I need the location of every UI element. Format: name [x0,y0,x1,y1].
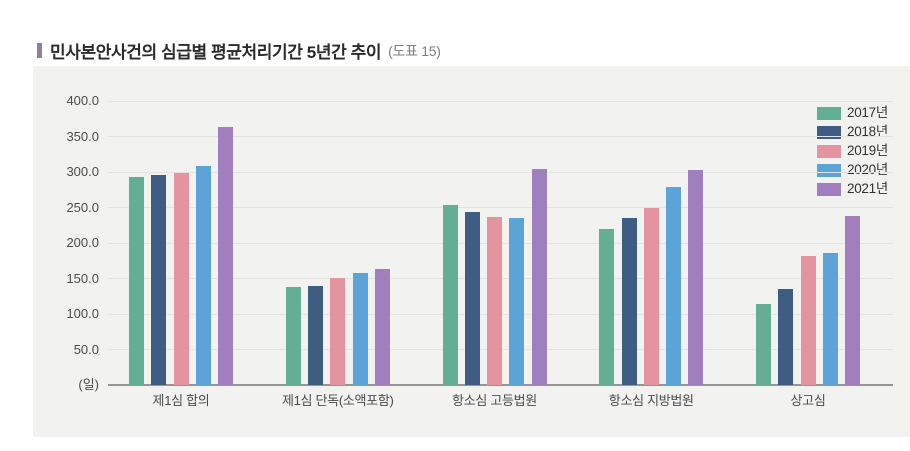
y-tick-label: 350.0 [66,128,99,144]
chart-bar [621,218,637,385]
x-axis-line [108,384,893,386]
chart-bar [599,228,615,385]
chart-bar [195,165,211,385]
x-category-label: 상고심 [790,393,826,408]
chart-bar [330,277,346,385]
gridline [108,171,893,173]
chart-bar [822,252,838,385]
x-category-label: 항소심 고등법원 [452,393,537,408]
chart-bar [374,268,390,385]
page-title: 민사본안사건의 심급별 평균처리기간 5년간 추이 [50,43,382,62]
legend-item: 2018년 [817,125,888,139]
gridline [108,207,893,208]
chart-bar [800,256,816,385]
chart-bar [756,304,771,385]
legend: 2017년 2018년 2019년 2020년 2021년 [817,106,888,201]
legend-swatch [817,163,841,177]
chart-bar [442,204,458,385]
legend-item: 2020년 [817,163,888,177]
chart-bar [285,287,301,385]
y-tick-label: 250.0 [66,199,99,215]
legend-swatch [817,144,841,158]
y-axis-unit-label: (일) [78,377,99,392]
chart-bar [218,127,233,385]
chart-bar [666,186,681,385]
figure-tag: (도표 15) [388,42,441,59]
chart-bar [509,218,525,385]
chart-bar [308,286,323,385]
legend-label: 2019년 [847,143,888,158]
x-category-label: 제1심 합의 [152,393,210,408]
chart-bar [487,217,502,385]
title-bullet-icon [37,43,42,58]
legend-swatch [817,106,841,120]
chart-bar [688,169,704,385]
y-tick-label: 200.0 [66,235,99,250]
chart-bar [352,272,368,385]
y-tick-label: 50.0 [73,341,99,357]
legend-item: 2019년 [817,144,888,158]
chart-bar [531,169,547,385]
legend-label: 2017년 [847,105,888,120]
legend-label: 2021년 [847,181,888,196]
legend-swatch [817,125,841,139]
x-category-label: 항소심 지방법원 [608,393,694,408]
y-tick-label: 300.0 [66,164,99,179]
chart-bar [845,216,860,385]
chart-bar [173,173,189,385]
legend-item: 2021년 [817,182,888,196]
chart-bar [778,289,794,385]
y-tick-label: 100.0 [66,306,99,321]
chart-bar [464,212,480,385]
y-tick-label: 150.0 [66,270,99,286]
chart-bar [129,176,144,385]
legend-label: 2018년 [847,124,888,139]
legend-swatch [817,182,841,196]
x-category-label: 제1심 단독(소액포함) [281,393,394,408]
y-tick-label: 400.0 [66,93,99,108]
legend-label: 2020년 [847,162,888,177]
chart-bar [643,208,659,385]
chart-title-block: 민사본안사건의 심급별 평균처리기간 5년간 추이 (도표 15) [37,38,441,63]
legend-item: 2017년 [817,106,888,120]
chart-panel: 2017년 2018년 2019년 2020년 2021년 400.0 350.0 300.… [33,66,910,437]
gridline [108,136,893,137]
chart-bar [151,174,167,385]
gridline [108,100,893,102]
